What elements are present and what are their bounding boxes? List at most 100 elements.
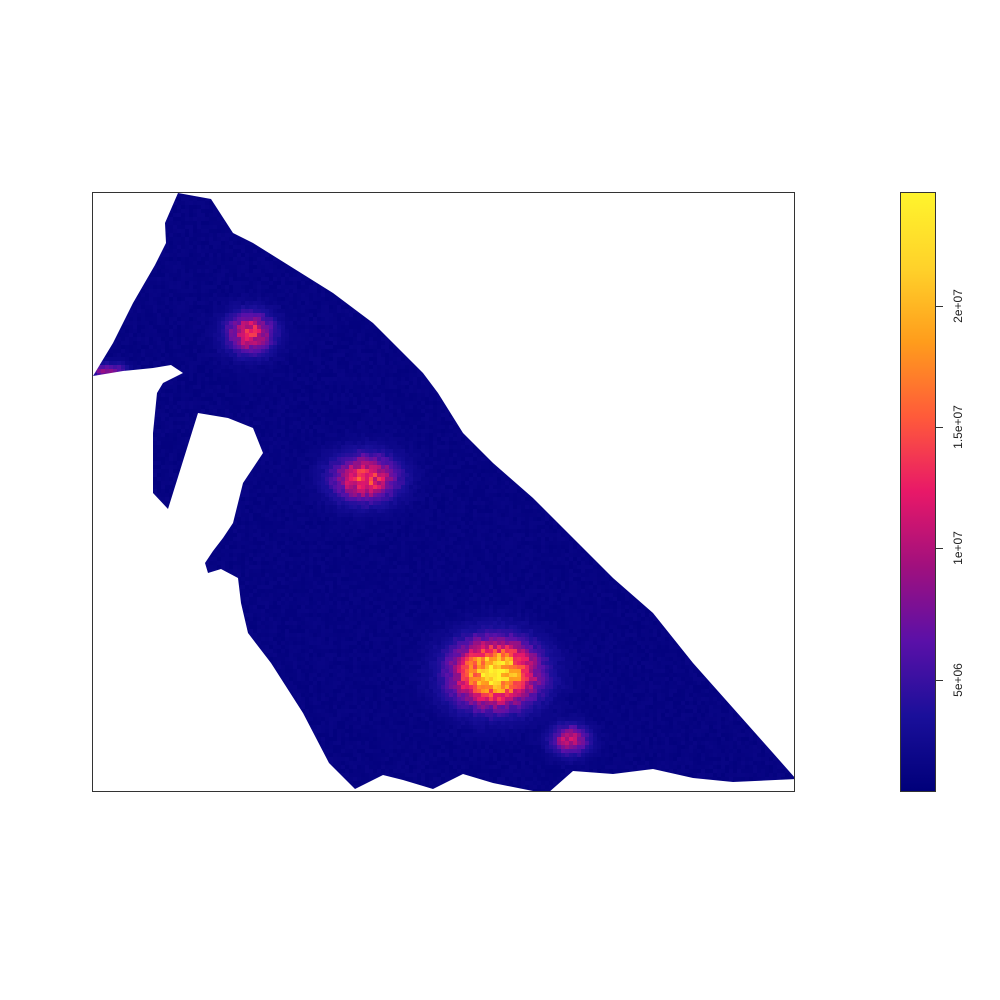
raster-cell	[405, 221, 409, 225]
raster-cell	[465, 237, 469, 241]
raster-cell	[577, 281, 581, 285]
raster-cell	[613, 245, 617, 249]
raster-cell	[285, 293, 289, 297]
raster-cell	[377, 293, 381, 297]
raster-cell	[357, 285, 361, 289]
raster-cell	[273, 277, 277, 281]
raster-cell	[301, 229, 305, 233]
raster-cell	[505, 229, 509, 233]
raster-cell	[525, 297, 529, 301]
raster-cell	[489, 253, 493, 257]
raster-cell	[753, 245, 757, 249]
raster-cell	[613, 273, 617, 277]
raster-cell	[201, 217, 205, 221]
raster-cell	[129, 285, 133, 289]
raster-cell	[637, 217, 641, 221]
raster-cell	[245, 217, 249, 221]
raster-cell	[501, 205, 505, 209]
raster-cell	[593, 301, 597, 305]
raster-cell	[325, 201, 329, 205]
raster-cell	[261, 285, 265, 289]
raster-cell	[601, 261, 605, 265]
raster-cell	[281, 197, 285, 201]
raster-cell	[157, 237, 161, 241]
raster-cell	[613, 205, 617, 209]
raster-cell	[509, 253, 513, 257]
raster-cell	[221, 265, 225, 269]
raster-cell	[489, 273, 493, 277]
raster-cell	[137, 257, 141, 261]
raster-cell	[785, 229, 789, 233]
raster-cell	[573, 289, 577, 293]
raster-cell	[617, 265, 621, 269]
raster-cell	[705, 237, 709, 241]
raster-cell	[625, 289, 629, 293]
raster-cell	[405, 217, 409, 221]
raster-cell	[217, 257, 221, 261]
raster-cell	[101, 265, 105, 269]
raster-cell	[785, 253, 789, 257]
raster-cell	[433, 281, 437, 285]
raster-cell	[781, 233, 785, 237]
raster-cell	[685, 265, 689, 269]
raster-cell	[689, 301, 693, 305]
raster-cell	[629, 213, 633, 217]
raster-cell	[649, 249, 653, 253]
raster-cell	[789, 257, 793, 261]
raster-cell	[597, 297, 601, 301]
raster-cell	[517, 261, 521, 265]
raster-cell	[737, 241, 741, 245]
raster-cell	[617, 289, 621, 293]
raster-cell	[673, 285, 677, 289]
raster-cell	[145, 221, 149, 225]
raster-cell	[453, 197, 457, 201]
raster-cell	[701, 257, 705, 261]
raster-cell	[477, 261, 481, 265]
raster-cell	[225, 217, 229, 221]
raster-cell	[181, 241, 185, 245]
raster-cell	[697, 225, 701, 229]
raster-cell	[229, 217, 233, 221]
raster-cell	[533, 217, 537, 221]
raster-cell	[253, 217, 257, 221]
raster-cell	[773, 245, 777, 249]
raster-cell	[517, 293, 521, 297]
raster-cell	[393, 297, 397, 301]
raster-cell	[269, 301, 273, 305]
raster-cell	[249, 241, 253, 245]
raster-cell	[213, 221, 217, 225]
raster-cell	[781, 293, 785, 297]
raster-cell	[157, 301, 161, 305]
raster-cell	[593, 261, 597, 265]
raster-cell	[493, 193, 497, 197]
raster-cell	[357, 237, 361, 241]
raster-cell	[325, 253, 329, 257]
raster-cell	[313, 277, 317, 281]
raster-cell	[733, 205, 737, 209]
raster-cell	[493, 217, 497, 221]
raster-cell	[165, 261, 169, 265]
raster-cell	[361, 257, 365, 261]
raster-cell	[269, 193, 273, 197]
raster-cell	[149, 253, 153, 257]
raster-cell	[293, 273, 297, 277]
raster-cell	[241, 277, 245, 281]
raster-cell	[545, 261, 549, 265]
raster-cell	[129, 245, 133, 249]
raster-cell	[513, 217, 517, 221]
raster-cell	[421, 301, 425, 305]
raster-cell	[177, 277, 181, 281]
raster-cell	[761, 281, 765, 285]
raster-cell	[181, 281, 185, 285]
raster-cell	[581, 253, 585, 257]
raster-cell	[269, 285, 273, 289]
raster-cell	[93, 273, 97, 277]
raster-cell	[265, 197, 269, 201]
raster-cell	[285, 297, 289, 301]
raster-cell	[217, 217, 221, 221]
raster-cell	[437, 205, 441, 209]
raster-cell	[293, 197, 297, 201]
raster-cell	[689, 197, 693, 201]
raster-cell	[361, 213, 365, 217]
raster-cell	[561, 217, 565, 221]
